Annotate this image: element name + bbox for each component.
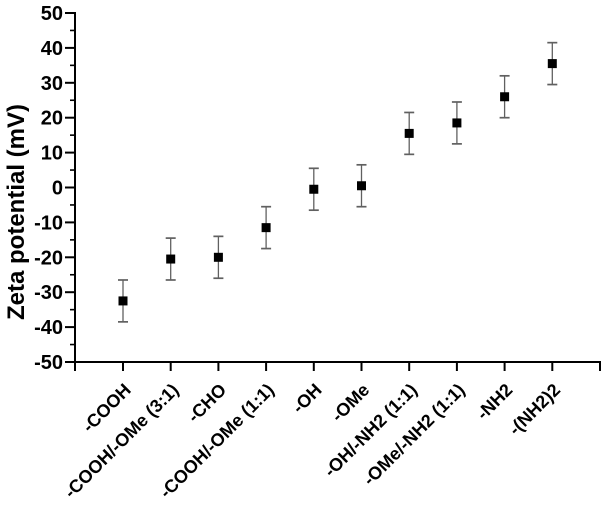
data-point-marker (261, 223, 271, 233)
data-point-marker (309, 184, 319, 194)
y-tick-label: 30 (41, 73, 63, 95)
data-point-marker (166, 254, 176, 264)
y-tick-label: 20 (41, 108, 63, 130)
x-category-label: -(NH2)2 (505, 380, 564, 439)
data-point-marker (500, 92, 510, 102)
data-point-marker (213, 252, 223, 262)
y-tick-label: 50 (41, 3, 63, 25)
y-tick-label: 40 (41, 38, 63, 60)
y-tick-label: -40 (34, 317, 63, 339)
y-tick-label: -20 (34, 247, 63, 269)
data-point-marker (118, 296, 128, 306)
y-tick-label: -30 (34, 282, 63, 304)
y-tick-label: 0 (52, 178, 63, 200)
data-point-marker (452, 118, 462, 128)
y-axis-title: Zeta potential (mV) (3, 104, 30, 320)
y-tick-label: -10 (34, 212, 63, 234)
data-point-marker (357, 181, 366, 191)
data-point-marker (547, 59, 557, 69)
y-tick-label: 10 (41, 143, 63, 165)
x-category-label: -NH2 (473, 380, 517, 424)
x-category-label: -OH (288, 380, 325, 417)
data-point-marker (404, 128, 414, 138)
y-tick-label: -50 (34, 352, 63, 374)
